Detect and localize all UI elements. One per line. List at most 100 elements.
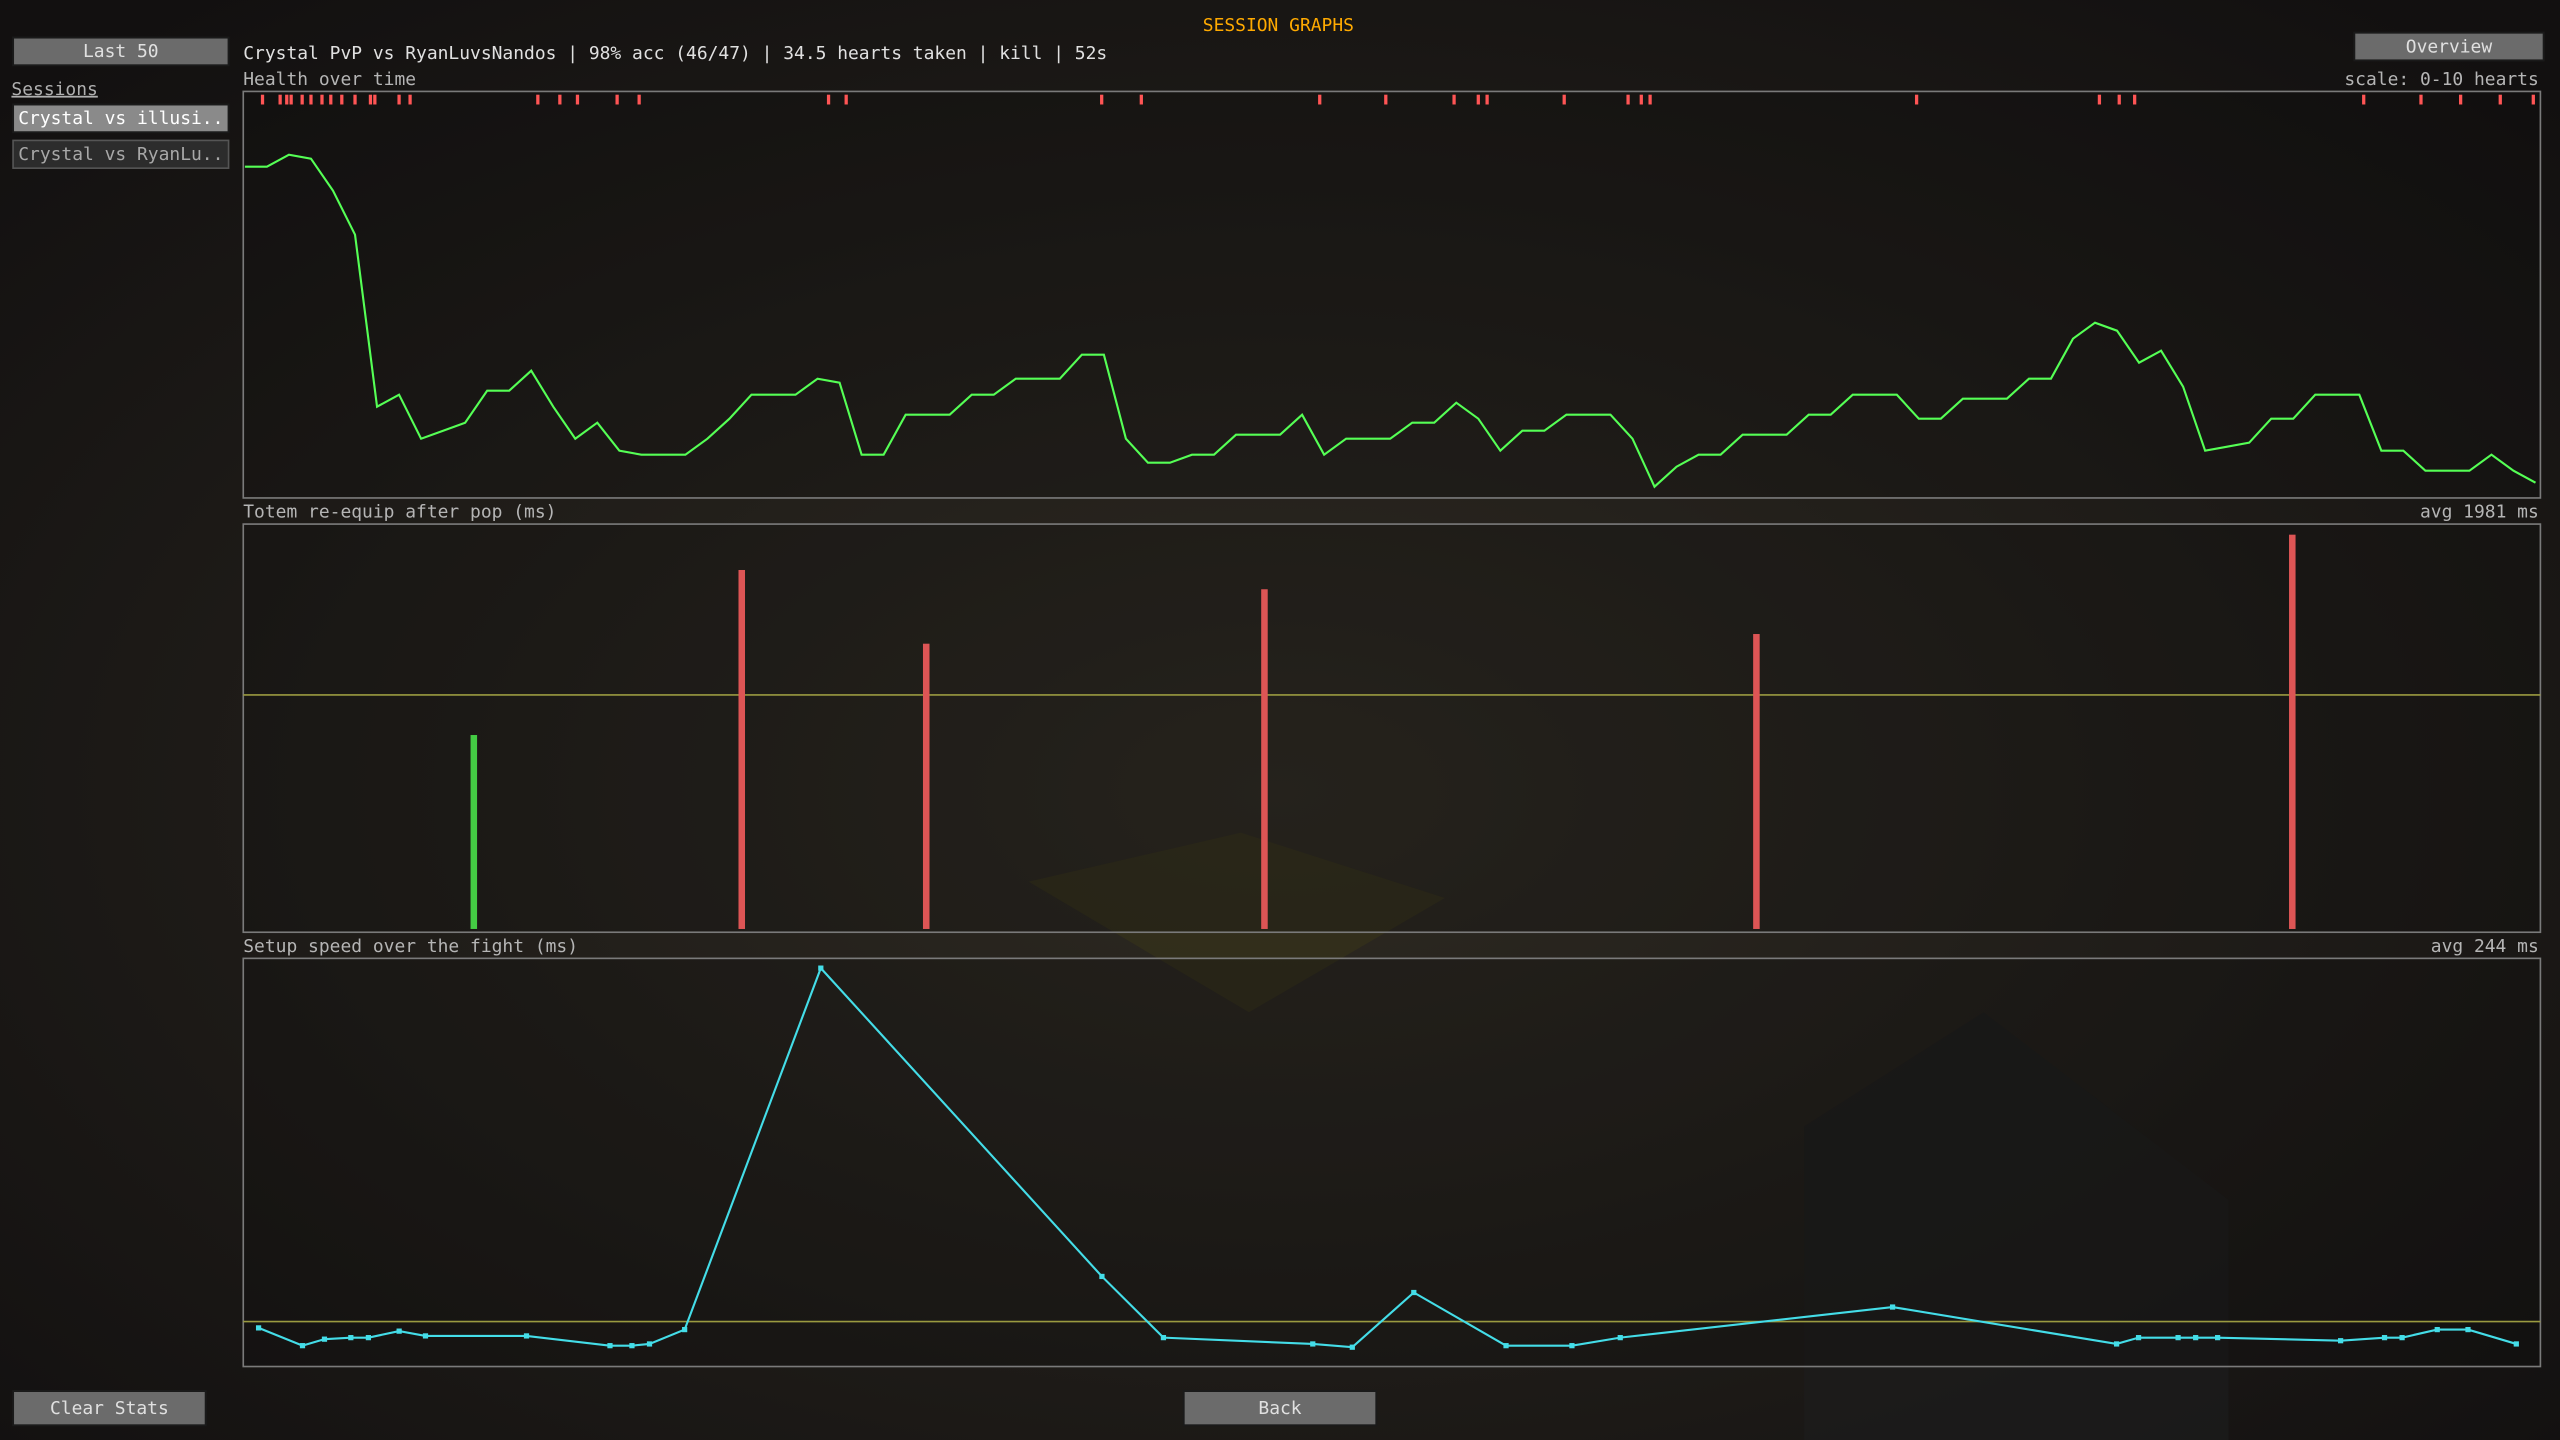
hit-marker: [575, 94, 580, 105]
back-button[interactable]: [1182, 1390, 1378, 1427]
data-point: [396, 1328, 402, 1334]
hit-marker: [2531, 94, 2535, 105]
bar: [738, 569, 746, 929]
data-point: [1889, 1304, 1896, 1310]
data-point: [1503, 1343, 1509, 1349]
hit-marker: [536, 94, 540, 105]
data-point: [2399, 1335, 2405, 1341]
bar: [922, 643, 930, 929]
data-point: [348, 1335, 354, 1341]
hit-marker: [1100, 94, 1104, 105]
plot-frame: [242, 957, 2542, 1368]
hit-marker: [329, 94, 333, 105]
chart-note: avg 244 ms: [2431, 936, 2539, 957]
hit-marker: [1639, 94, 1643, 105]
data-point: [1569, 1343, 1575, 1349]
data-point: [682, 1326, 688, 1333]
hit-marker: [2117, 94, 2121, 105]
data-point: [2215, 1335, 2221, 1341]
bar: [2289, 534, 2296, 929]
data-point: [1160, 1335, 1167, 1341]
hit-marker: [637, 94, 641, 105]
hit-marker: [558, 94, 562, 105]
last50-button[interactable]: [12, 36, 230, 67]
chart-title: Totem re-equip after pop (ms): [243, 502, 556, 523]
session-button[interactable]: [12, 103, 230, 134]
data-point: [818, 965, 824, 971]
hit-marker: [300, 94, 304, 105]
hit-marker: [340, 94, 344, 105]
data-point: [2513, 1341, 2519, 1347]
data-point: [2465, 1326, 2471, 1333]
data-point: [2175, 1335, 2181, 1341]
data-point: [607, 1343, 613, 1349]
clear-label[interactable]: Clear Stats: [50, 1398, 169, 1419]
data-point: [2337, 1338, 2344, 1344]
overview-label[interactable]: Overview: [2406, 36, 2493, 57]
session-label[interactable]: Crystal vs illusi..: [18, 108, 223, 129]
session-button[interactable]: [12, 139, 230, 169]
data-point: [2193, 1335, 2199, 1341]
sessions-label: Sessions: [11, 79, 97, 100]
hit-marker: [285, 94, 289, 105]
data-point: [1310, 1341, 1316, 1347]
hit-marker: [1485, 94, 1489, 105]
hit-marker: [1626, 94, 1630, 105]
scenery: [1804, 1012, 2229, 1440]
hit-marker: [1452, 94, 1456, 105]
plot-frame: [242, 523, 2542, 934]
back-label[interactable]: Back: [1258, 1398, 1301, 1419]
data-point: [1617, 1335, 1623, 1341]
data-point: [299, 1343, 306, 1349]
hit-marker: [1476, 94, 1480, 105]
hit-marker: [289, 94, 293, 105]
hit-marker: [373, 94, 377, 105]
plot-frame: [242, 90, 2542, 499]
hit-marker: [1914, 94, 1919, 105]
hit-marker: [1562, 94, 1566, 105]
data-point: [1349, 1344, 1355, 1350]
data-point: [2135, 1335, 2142, 1341]
data-point: [422, 1333, 429, 1339]
data-point: [321, 1336, 328, 1342]
data-point: [2434, 1326, 2440, 1333]
hit-marker: [278, 94, 282, 105]
hit-marker: [368, 94, 373, 105]
data-point: [2113, 1341, 2120, 1347]
data-point: [1099, 1273, 1105, 1280]
hit-marker: [2458, 94, 2463, 105]
chart-title: Health over time: [243, 69, 416, 90]
hit-marker: [309, 94, 313, 105]
chart-note: scale: 0-10 hearts: [2344, 69, 2538, 90]
hit-marker: [320, 94, 324, 105]
hit-marker: [2362, 94, 2366, 105]
page-title: SESSION GRAPHS: [1203, 15, 1354, 36]
last50-label[interactable]: Last 50: [83, 41, 159, 62]
hit-marker: [1318, 94, 1322, 105]
hit-marker: [260, 94, 265, 105]
data-point: [629, 1343, 635, 1349]
clear-button[interactable]: [12, 1390, 207, 1427]
bar: [470, 735, 478, 929]
scenery: [1028, 832, 1445, 1013]
hit-marker: [2498, 94, 2502, 105]
hit-marker: [1648, 94, 1652, 105]
session-summary: Crystal PvP vs RyanLuvsNandos | 98% acc …: [243, 43, 1107, 64]
hit-marker: [397, 94, 401, 105]
data-line: [244, 153, 2537, 489]
data-point: [1411, 1289, 1417, 1296]
hit-marker: [1384, 94, 1388, 105]
overview-button[interactable]: [2353, 31, 2545, 62]
hit-marker: [2133, 94, 2137, 105]
chart-note: avg 1981 ms: [2420, 502, 2539, 523]
data-point: [365, 1335, 372, 1341]
hit-marker: [1139, 94, 1143, 105]
hit-marker: [844, 94, 848, 105]
data-point: [255, 1325, 262, 1331]
data-point: [646, 1341, 653, 1347]
bar: [1753, 634, 1760, 929]
session-label[interactable]: Crystal vs RyanLu..: [18, 144, 223, 165]
hit-marker: [2419, 94, 2423, 105]
hit-marker: [615, 94, 619, 105]
